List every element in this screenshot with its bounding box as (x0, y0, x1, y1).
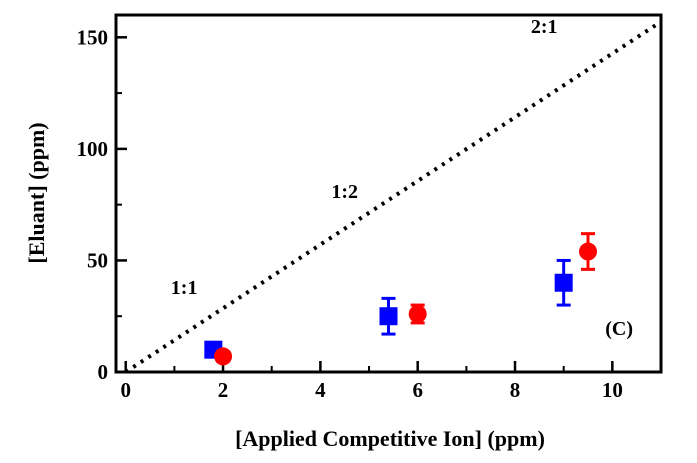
reference-line (124, 20, 663, 374)
y-tick-label: 0 (98, 360, 109, 384)
ratio-annotation: 2:1 (531, 16, 558, 38)
data-point-circle (579, 242, 598, 261)
data-point-square (379, 307, 398, 326)
data-series-group (204, 232, 598, 366)
ratio-annotation: 1:1 (171, 277, 198, 299)
annotations-group: 1:1 1:2 2:1 (171, 16, 558, 299)
y-axis-ticks: 0 50 100 150 (77, 25, 127, 384)
data-point-square (554, 273, 573, 292)
y-axis-label: [Eluant] (ppm) (24, 122, 49, 263)
panel-label: (C) (605, 318, 633, 340)
plot-frame (114, 13, 663, 374)
x-tick-label: 2 (218, 378, 229, 402)
x-tick-label: 6 (412, 378, 423, 402)
data-point-circle (408, 304, 427, 323)
x-tick-label: 10 (602, 378, 623, 402)
y-tick-label: 150 (77, 25, 109, 49)
reference-line-group (124, 20, 663, 374)
y-tick-label: 100 (77, 137, 109, 161)
x-tick-label: 4 (315, 378, 326, 402)
y-tick-label: 50 (87, 248, 108, 272)
x-tick-label: 0 (120, 378, 131, 402)
x-tick-label: 8 (510, 378, 521, 402)
x-axis-ticks: 0 2 4 6 8 10 (120, 361, 623, 402)
ratio-annotation: 1:2 (331, 181, 358, 203)
data-point-circle (214, 347, 233, 366)
x-axis-label: [Applied Competitive Ion] (ppm) (235, 426, 545, 451)
